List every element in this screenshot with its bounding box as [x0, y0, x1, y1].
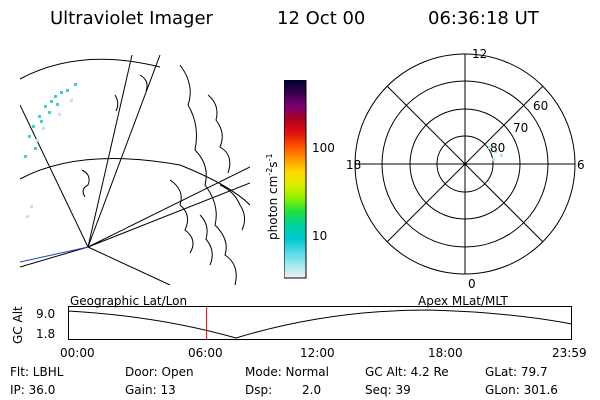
info-door: Door: Open — [125, 365, 194, 379]
info-ip: IP: 36.0 — [10, 383, 56, 397]
time-tick-0: 00:00 — [60, 346, 95, 360]
colorbar-tick-10: 10 — [312, 229, 328, 243]
apex-polar-plot: 12 0 18 6 60 70 80 — [346, 48, 585, 288]
geo-section-label: Geographic Lat/Lon — [70, 294, 188, 308]
polar-ring-70: 70 — [513, 121, 528, 135]
altitude-y-min: 1.8 — [36, 327, 56, 341]
lat-circle-outer — [20, 58, 161, 80]
app-title: Ultraviolet Imager — [50, 8, 213, 29]
info-gc-alt: GC Alt: 4.2 Re — [365, 365, 449, 379]
altitude-axis-label: GC Alt — [11, 306, 25, 344]
colorbar-unit-label: photon cm-2s-1 — [265, 153, 280, 240]
header-time: 06:36:18 UT — [428, 8, 539, 29]
colorbar-tick-100: 100 — [312, 141, 335, 155]
aurora-emission — [24, 83, 77, 158]
info-glat: GLat: 79.7 — [485, 365, 548, 379]
polar-label-18: 18 — [346, 158, 361, 172]
info-gain: Gain: 13 — [125, 383, 176, 397]
polar-ring-80: 80 — [490, 141, 505, 155]
apex-section-label: Apex MLat/MLT — [418, 294, 508, 308]
coastline — [179, 64, 237, 285]
color-bar — [284, 80, 307, 279]
info-dsp-value: 2.0 — [302, 383, 322, 397]
lat-circle-inner — [20, 158, 250, 206]
header-date: 12 Oct 00 — [277, 8, 366, 29]
info-seq: Seq: 39 — [365, 383, 411, 397]
time-tick-1: 06:00 — [188, 346, 223, 360]
orbit-track — [20, 246, 89, 263]
time-tick-4: 23:59 — [552, 346, 587, 360]
info-dsp-label: Dsp: — [245, 383, 273, 397]
time-tick-2: 12:00 — [300, 346, 335, 360]
geographic-map — [20, 55, 250, 285]
polar-label-0: 0 — [468, 277, 476, 288]
info-glon: GLon: 301.6 — [485, 383, 558, 397]
polar-label-6: 6 — [577, 158, 585, 172]
info-mode: Mode: Normal — [245, 365, 329, 379]
altitude-plot — [68, 306, 572, 340]
altitude-y-max: 9.0 — [36, 307, 56, 321]
altitude-curve — [68, 309, 572, 339]
time-tick-3: 18:00 — [428, 346, 463, 360]
polar-ring-60: 60 — [533, 99, 548, 113]
polar-label-12: 12 — [472, 48, 487, 61]
info-flt: Flt: LBHL — [10, 365, 64, 379]
